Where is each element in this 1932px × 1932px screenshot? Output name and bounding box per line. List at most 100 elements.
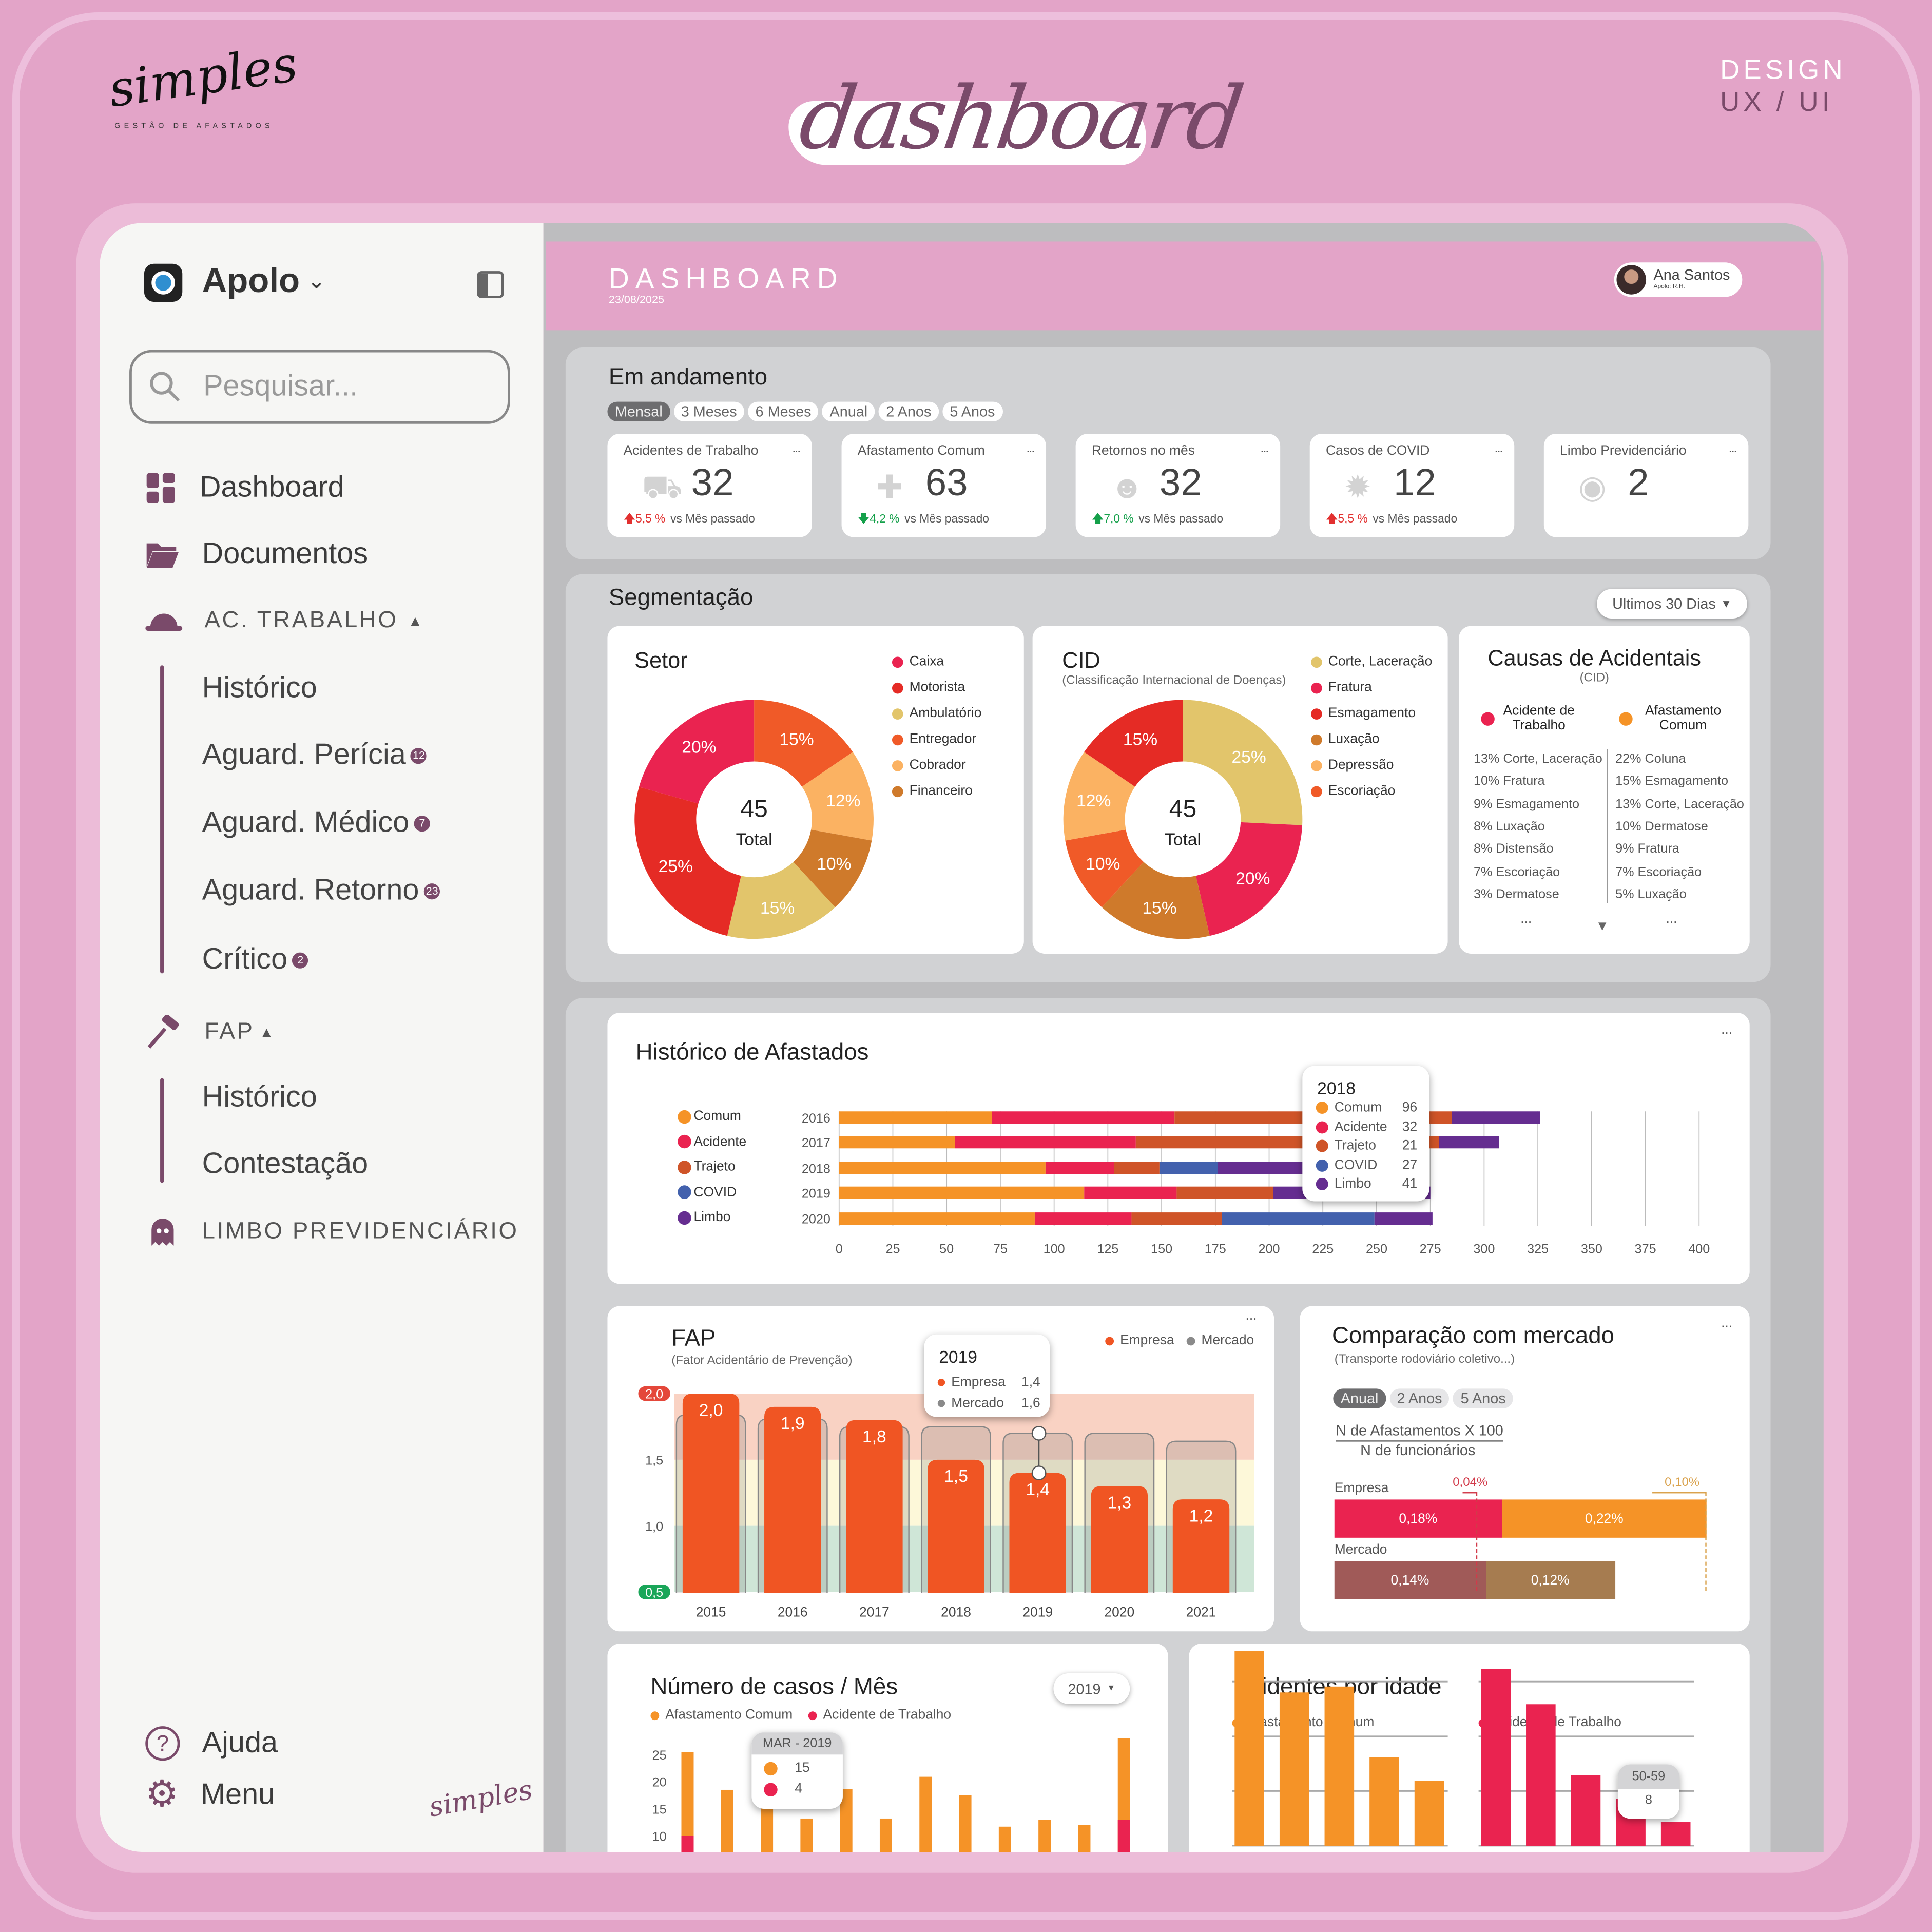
more-icon[interactable]: ...	[1494, 441, 1503, 456]
bar-afastamento-age[interactable]	[1369, 1757, 1399, 1846]
period-5-anos[interactable]: 5 Anos	[1453, 1388, 1514, 1408]
more-icon[interactable]: ...	[1260, 441, 1269, 456]
menu-button[interactable]: ⚙ Menu	[145, 1776, 275, 1813]
bar-afastamento-age[interactable]	[1324, 1686, 1355, 1846]
sidebar-item-ac-trabalho[interactable]: AC. TRABALHO ▲	[145, 607, 424, 634]
bar-acidente-2017[interactable]	[955, 1136, 1136, 1149]
bar-afastamento-age[interactable]	[1414, 1781, 1444, 1846]
bar-empresa-2021[interactable]	[1172, 1499, 1230, 1593]
bar-acidente-2020[interactable]	[1034, 1212, 1132, 1225]
bar-empresa-2017[interactable]	[846, 1420, 903, 1593]
kpi-card[interactable]: Afastamento Comum... ✚ 63 🡇4,2 % vs Mês pass…	[841, 433, 1047, 537]
bar-segment-mercado[interactable]: 0,14%	[1334, 1561, 1486, 1599]
data-point-marker[interactable]	[1031, 1425, 1047, 1441]
kpi-card[interactable]: Limbo Previdenciário... ◉ 2	[1543, 433, 1749, 537]
bar-trajeto-2018[interactable]	[1114, 1162, 1160, 1174]
bar-acidente-age[interactable]	[1660, 1822, 1691, 1846]
sidebar-item-fap-historico[interactable]: Histórico	[202, 1080, 317, 1115]
bar-covid-2018[interactable]	[1159, 1162, 1218, 1174]
pie-slice-corte-laceração[interactable]	[1183, 700, 1303, 825]
more-icon[interactable]: ...	[1520, 912, 1532, 927]
period-2-anos[interactable]: 2 Anos	[1389, 1388, 1450, 1408]
bar-empresa-2019[interactable]	[1009, 1473, 1066, 1593]
bar-limbo-2020[interactable]	[1374, 1212, 1433, 1225]
pie-slice-cobrador[interactable]	[802, 752, 874, 841]
sidebar-item-aguard-medico[interactable]: Aguard. Médico 7	[202, 806, 431, 840]
bar-limbo-2016[interactable]	[1452, 1111, 1540, 1124]
sidebar-item-aguard-retorno[interactable]: Aguard. Retorno 23	[202, 874, 440, 908]
bar-empresa-2020[interactable]	[1091, 1486, 1148, 1593]
expand-caret-icon[interactable]: ▼	[1595, 919, 1609, 934]
sidebar-item-dashboard[interactable]: Dashboard	[145, 471, 344, 505]
bar-afastamento-month[interactable]	[1038, 1820, 1051, 1852]
bar-trajeto-2020[interactable]	[1131, 1212, 1222, 1225]
bar-comum-2016[interactable]	[839, 1111, 992, 1124]
bar-segment-empresa[interactable]: 0,22%	[1501, 1499, 1707, 1538]
bar-comum-2017[interactable]	[839, 1136, 955, 1149]
bar-afastamento-month[interactable]	[998, 1826, 1011, 1852]
bar-acidente-age[interactable]	[1571, 1775, 1601, 1846]
more-icon[interactable]: ...	[1245, 1308, 1257, 1324]
sidebar-item-historico[interactable]: Histórico	[202, 671, 317, 706]
pie-slice-entregador[interactable]	[754, 700, 853, 787]
bar-empresa-2015[interactable]	[682, 1394, 740, 1593]
period-anual[interactable]: Anual	[1333, 1388, 1386, 1408]
sidebar-item-fap[interactable]: FAP ▲	[145, 1015, 276, 1050]
help-button[interactable]: ? Ajuda	[145, 1726, 278, 1761]
bar-acidente-age[interactable]	[1526, 1704, 1556, 1846]
bar-empresa-2018[interactable]	[928, 1459, 984, 1593]
range-dropdown[interactable]: Ultimos 30 Dias ▼	[1597, 589, 1747, 619]
kpi-card[interactable]: Acidentes de Trabalho... ⛟ 32 🡅5,5 % vs Mês …	[607, 433, 812, 537]
bar-acidente-2018[interactable]	[1045, 1162, 1114, 1174]
bar-comum-2020[interactable]	[839, 1212, 1035, 1225]
sidebar-item-documentos[interactable]: Documentos	[145, 537, 368, 572]
more-icon[interactable]: ...	[1721, 1022, 1733, 1038]
pie-slice-depressão[interactable]	[1063, 752, 1135, 841]
more-icon[interactable]: ...	[792, 441, 801, 456]
pie-slice-esmagamento[interactable]	[1084, 700, 1183, 787]
bar-empresa-2016[interactable]	[764, 1406, 821, 1593]
bar-covid-2020[interactable]	[1222, 1212, 1375, 1225]
sidebar-item-contestacao[interactable]: Contestação	[202, 1147, 369, 1182]
bar-acidente-month[interactable]	[1117, 1820, 1130, 1852]
bar-afastamento-month[interactable]	[959, 1795, 972, 1852]
more-icon[interactable]: ...	[1666, 912, 1677, 927]
sidebar-item-aguard-pericia[interactable]: Aguard. Perícia 12	[202, 738, 427, 772]
bar-acidente-month[interactable]	[681, 1836, 694, 1852]
kpi-card[interactable]: Retornos no mês... ☻ 32 🡅7,0 % vs Mês passad…	[1075, 433, 1281, 537]
year-dropdown[interactable]: 2019 ▼	[1053, 1673, 1130, 1704]
pie-slice-motorista[interactable]	[634, 787, 741, 936]
bar-acidente-2019[interactable]	[1084, 1186, 1177, 1199]
period-anual[interactable]: Anual	[822, 401, 875, 421]
bar-afastamento-age[interactable]	[1234, 1651, 1264, 1846]
bar-limbo-2018[interactable]	[1217, 1162, 1306, 1174]
pie-slice-financeiro[interactable]	[793, 829, 872, 907]
sidebar-item-critico[interactable]: Crítico 2	[202, 942, 308, 977]
bar-afastamento-month[interactable]	[919, 1776, 932, 1852]
bar-comum-2019[interactable]	[839, 1186, 1085, 1199]
bar-acidente-age[interactable]	[1481, 1669, 1511, 1846]
user-profile-button[interactable]: Ana Santos Apolo: R.H.	[1614, 262, 1743, 297]
period-3-meses[interactable]: 3 Meses	[673, 401, 745, 421]
bar-afastamento-month[interactable]	[721, 1789, 733, 1852]
bar-afastamento-month[interactable]	[879, 1818, 892, 1852]
kpi-card[interactable]: Casos de COVID... ✹ 12 🡅5,5 % vs Mês passado	[1309, 433, 1515, 537]
period-2-anos[interactable]: 2 Anos	[878, 401, 939, 421]
bar-comum-2018[interactable]	[839, 1162, 1046, 1174]
sidebar-collapse-icon[interactable]	[476, 271, 504, 298]
more-icon[interactable]: ...	[1721, 1316, 1733, 1331]
bar-segment-empresa[interactable]: 0,18%	[1334, 1499, 1502, 1538]
bar-acidente-2016[interactable]	[992, 1111, 1175, 1124]
pie-slice-luxação[interactable]	[1102, 862, 1210, 939]
bar-afastamento-month[interactable]	[800, 1818, 813, 1852]
pie-slice-ambulatório[interactable]	[727, 862, 835, 939]
period-mensal[interactable]: Mensal	[607, 401, 670, 421]
pie-slice-caixa[interactable]	[639, 700, 755, 804]
data-point-marker[interactable]	[1031, 1465, 1047, 1481]
bar-limbo-2017[interactable]	[1439, 1136, 1499, 1149]
company-switcher[interactable]: Apolo ⌄	[202, 261, 326, 301]
period-5-anos[interactable]: 5 Anos	[942, 401, 1002, 421]
sidebar-item-limbo[interactable]: LIMBO PREVIDENCIÁRIO ▼	[145, 1216, 557, 1248]
bar-afastamento-month[interactable]	[681, 1752, 694, 1852]
more-icon[interactable]: ...	[1728, 441, 1737, 456]
